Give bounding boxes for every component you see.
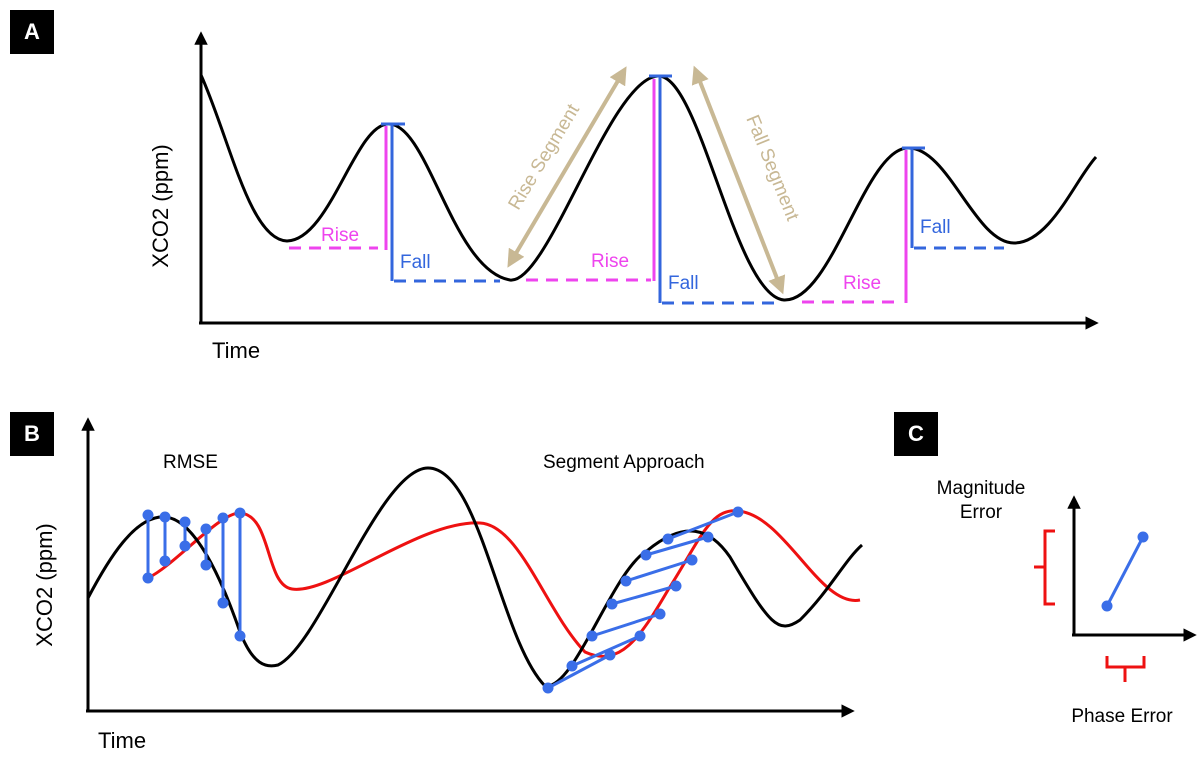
segment-point <box>606 598 618 610</box>
segment-point <box>686 554 698 566</box>
rmse-point <box>234 507 246 519</box>
panel-c-match-line <box>1105 536 1145 607</box>
rmse-point <box>159 511 171 523</box>
panel-a-rise-markers <box>289 79 908 304</box>
panel-b-y-axis-label: XCO2 (ppm) <box>32 523 57 646</box>
rise-segment-arrow <box>507 66 627 268</box>
panel-b-segment-points <box>542 506 744 694</box>
panel-c-badge: C <box>894 412 938 456</box>
rmse-point <box>179 540 191 552</box>
segment-point <box>542 682 554 694</box>
rmse-point <box>142 509 154 521</box>
rmse-point <box>200 523 212 535</box>
segment-point <box>620 575 632 587</box>
magnitude-bracket <box>1034 529 1055 606</box>
rmse-label: RMSE <box>163 452 218 473</box>
panel-b-rmse-lines <box>146 513 242 636</box>
panel-b-model-curve <box>147 509 861 658</box>
panel-b: RMSE Segment Approach XCO2 (ppm) Time <box>32 417 863 753</box>
segment-point <box>654 608 666 620</box>
segment-point <box>662 533 674 545</box>
phase-bracket <box>1105 656 1146 682</box>
rmse-point <box>234 630 246 642</box>
panel-c-point-high <box>1137 531 1149 543</box>
segment-line-4 <box>611 584 677 606</box>
panel-a-x-axis-label: Time <box>212 338 260 363</box>
rmse-point <box>200 559 212 571</box>
segment-point <box>566 660 578 672</box>
panel-a-y-axis-label: XCO2 (ppm) <box>148 144 173 267</box>
segment-point <box>640 549 652 561</box>
segment-line-7 <box>667 510 739 541</box>
panel-a-fall-markers <box>381 74 1004 305</box>
segment-point <box>732 506 744 518</box>
segment-line-3 <box>591 612 661 638</box>
rise-label-1: Rise <box>321 225 359 246</box>
fall-label-2: Fall <box>668 273 699 294</box>
magnitude-error-label-line2: Error <box>960 502 1003 523</box>
segment-point <box>586 630 598 642</box>
segment-line-2 <box>571 634 641 668</box>
panel-a-xco2-curve <box>199 74 1098 302</box>
rise-label-2: Rise <box>591 251 629 272</box>
segment-point <box>702 531 714 543</box>
phase-error-label: Phase Error <box>1071 706 1173 727</box>
rmse-point <box>179 516 191 528</box>
panel-b-segment-lines <box>547 510 739 690</box>
rise-label-3: Rise <box>843 273 881 294</box>
panel-b-rmse-points <box>142 507 246 642</box>
segment-point <box>604 649 616 661</box>
segment-line-5 <box>625 558 693 583</box>
segment-point <box>634 630 646 642</box>
segment-line-6 <box>645 535 709 557</box>
segment-line-1 <box>547 653 611 690</box>
fall-segment-arrow <box>691 65 786 295</box>
panel-b-x-axis-label: Time <box>98 728 146 753</box>
panel-c-point-low <box>1101 600 1113 612</box>
segment-point <box>670 580 682 592</box>
panel-b-badge: B <box>10 412 54 456</box>
rmse-point <box>217 597 229 609</box>
magnitude-error-label-line1: Magnitude <box>937 478 1026 499</box>
fall-label-1: Fall <box>400 252 431 273</box>
rmse-point <box>217 512 229 524</box>
segment-approach-label: Segment Approach <box>543 452 705 473</box>
panel-c: Magnitude Error Phase Error <box>937 478 1197 727</box>
rmse-point <box>142 572 154 584</box>
panel-a: Rise Rise Rise Fall Fall Fall Rise Segme… <box>148 31 1099 363</box>
fall-label-3: Fall <box>920 217 951 238</box>
panel-a-badge: A <box>10 10 54 54</box>
panel-b-observed-curve <box>86 466 863 688</box>
rmse-point <box>159 555 171 567</box>
